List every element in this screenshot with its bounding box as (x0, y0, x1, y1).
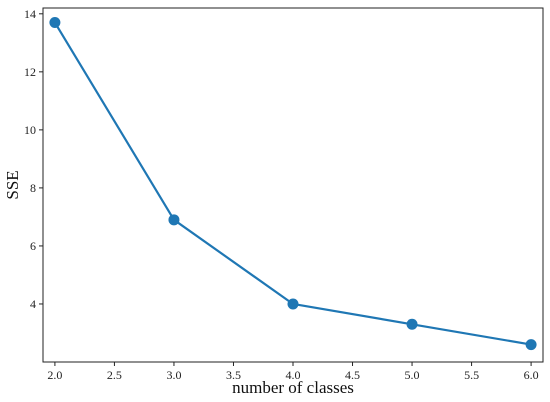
y-tick-label: 4 (30, 297, 36, 311)
x-tick-label: 2.5 (107, 368, 122, 382)
series-line (53, 21, 533, 346)
x-axis-ticks: 2.0 2.5 3.0 3.5 4.0 4.5 5.0 5.5 6.0 (47, 362, 539, 382)
data-point (406, 318, 418, 330)
y-tick-label: 12 (24, 65, 36, 79)
series-layer (49, 17, 537, 351)
x-tick-label: 5.5 (464, 368, 479, 382)
y-tick-label: 14 (24, 7, 36, 21)
data-point (287, 298, 299, 310)
x-tick-label: 2.0 (47, 368, 62, 382)
y-axis-label: SSE (3, 170, 22, 199)
x-tick-label: 3.0 (166, 368, 181, 382)
x-tick-label: 5.0 (405, 368, 420, 382)
x-tick-label: 4.0 (286, 368, 301, 382)
y-axis-ticks: 4 6 8 10 12 14 (24, 7, 43, 311)
y-tick-label: 8 (30, 181, 36, 195)
y-tick-label: 6 (30, 239, 36, 253)
y-tick-label: 10 (24, 123, 36, 137)
data-point (525, 339, 537, 351)
x-tick-label: 4.5 (345, 368, 360, 382)
x-tick-label: 6.0 (524, 368, 539, 382)
x-axis-label: number of classes (232, 378, 354, 397)
x-tick-label: 3.5 (226, 368, 241, 382)
data-point (49, 17, 61, 29)
data-point (168, 214, 180, 226)
